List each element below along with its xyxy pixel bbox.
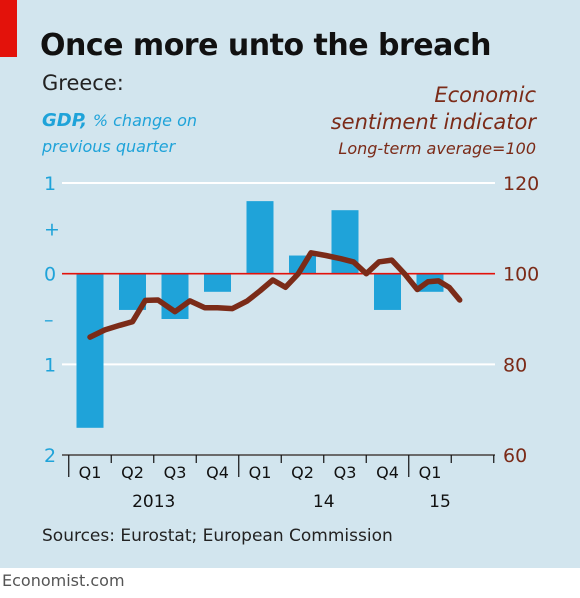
x-tick-label: Q4	[376, 463, 399, 482]
left-axis-unit-line1: % change on	[92, 111, 198, 130]
right-axis-label-line3: Long-term average=100	[338, 139, 536, 158]
x-tick-label: Q3	[334, 463, 357, 482]
right-tick-label: 80	[503, 354, 527, 376]
left-tick-label: 1	[44, 173, 56, 195]
left-axis-unit-line2: previous quarter	[42, 137, 176, 156]
x-tick-label: Q1	[79, 463, 102, 482]
x-tick-label: Q2	[121, 463, 144, 482]
footer-credit: Economist.com	[2, 571, 125, 590]
right-tick-label: 100	[503, 264, 539, 286]
x-tick-label: Q1	[419, 463, 442, 482]
right-tick-label: 60	[503, 445, 527, 467]
gdp-bar	[76, 273, 104, 428]
source-note: Sources: Eurostat; European Commission	[42, 526, 393, 546]
right-axis-label-line2: sentiment indicator	[330, 110, 536, 134]
chart-subtitle: Greece:	[42, 71, 124, 95]
gdp-bar	[246, 201, 274, 274]
sentiment-line	[87, 250, 463, 340]
right-tick-label: 120	[503, 173, 539, 195]
x-year-label: 15	[429, 492, 451, 512]
chart-title: Once more unto the breach	[40, 28, 492, 63]
x-year-label: 2013	[132, 492, 175, 512]
left-tick-label: 0	[44, 264, 56, 286]
x-tick-label: Q2	[291, 463, 314, 482]
x-tick-label: Q4	[206, 463, 229, 482]
left-tick-label: 1	[44, 354, 56, 376]
brand-red-tab	[0, 0, 17, 57]
left-axis-series-name: GDP,	[42, 110, 88, 131]
left-axis-label: GDP, % change on previous quarter	[42, 108, 197, 160]
left-tick-label: 2	[44, 445, 56, 467]
gdp-bar	[374, 273, 401, 310]
x-tick-label: Q1	[249, 463, 272, 482]
right-axis-label-line1: Economic	[434, 83, 536, 107]
gdp-bar	[204, 273, 231, 292]
x-tick-label: Q3	[164, 463, 187, 482]
left-tick-label: –	[44, 309, 54, 331]
x-year-label: 14	[313, 492, 335, 512]
left-tick-label: +	[44, 218, 60, 240]
right-axis-label: Economic sentiment indicator Long-term a…	[331, 82, 536, 162]
chart-plot: Q1 Q2 Q3 Q4 Q1 Q2 Q3 Q4 Q1 2013 14 15 1 +0 – 1 2 120 100 80…	[44, 173, 539, 512]
